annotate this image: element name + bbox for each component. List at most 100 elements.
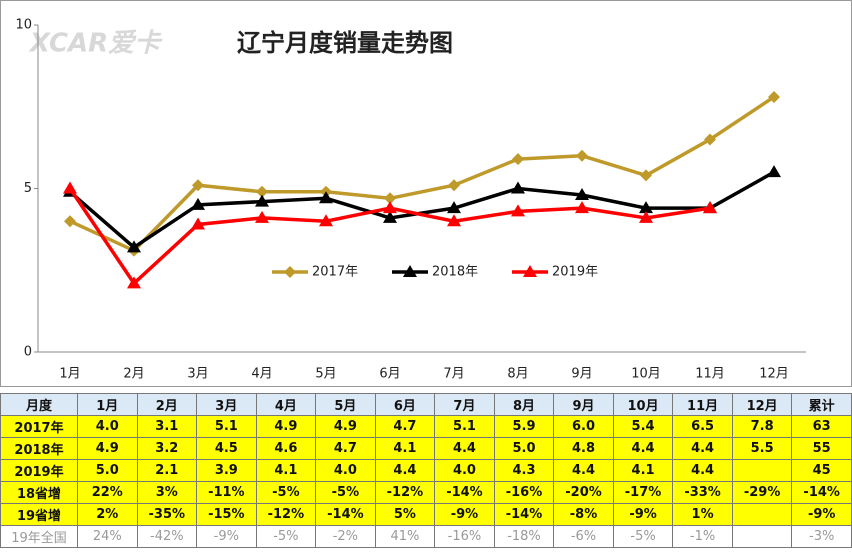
- table-cell: 4.4: [434, 437, 495, 460]
- table-cell: -16%: [434, 525, 495, 548]
- table-cell: 4.0: [315, 459, 376, 482]
- watermark: XCAR爱卡: [28, 29, 163, 59]
- table-cell: -12%: [374, 481, 436, 504]
- table-cell: 4.0: [434, 459, 495, 482]
- table-cell: -17%: [612, 481, 674, 504]
- table-cell: 3月: [196, 393, 257, 416]
- table-cell: -15%: [196, 503, 257, 526]
- table-cell: 4.4: [612, 437, 674, 460]
- table-cell: -14%: [315, 503, 376, 526]
- table-cell: 63: [791, 415, 852, 438]
- table-cell: 3.1: [136, 415, 198, 438]
- table-cell: 4.3: [493, 459, 555, 482]
- table-cell: -6%: [553, 525, 614, 548]
- point: [576, 149, 588, 162]
- table-cell: 4.9: [255, 415, 317, 438]
- table-cell: 2018年: [0, 437, 78, 460]
- point: [383, 210, 397, 223]
- table-cell: 22%: [77, 481, 138, 504]
- table-cell: -5%: [255, 525, 317, 548]
- table-row: 2018年 4.9 3.2 4.5 4.6 4.7 4.1 4.4 5.0 4.8 4.4 4.4 5.…: [0, 437, 852, 460]
- table-cell: -29%: [731, 481, 793, 504]
- point: [192, 179, 204, 192]
- table-cell: 5.1: [434, 415, 495, 438]
- table-cell: -1%: [672, 525, 733, 548]
- point: [640, 169, 652, 182]
- legend-marker: [284, 266, 296, 278]
- table-cell: 4.4: [672, 437, 733, 460]
- table-cell: 5.0: [77, 459, 138, 482]
- table-row: 19年全国 24% -42% -9% -5% -2% 41% -16% -18% -6% -5% -1…: [0, 525, 852, 548]
- table-cell: 19省增: [0, 503, 78, 526]
- table-cell: 4.8: [553, 437, 614, 460]
- table-cell: 4.7: [374, 415, 436, 438]
- table-cell: -35%: [136, 503, 198, 526]
- table-cell: 9月: [553, 393, 614, 416]
- x-tick-label: 10月: [631, 367, 661, 382]
- table-cell: -33%: [672, 481, 733, 504]
- table-cell: 5.5: [731, 437, 793, 460]
- point: [575, 188, 589, 201]
- point: [639, 201, 653, 214]
- table-cell: 4.1: [255, 459, 317, 482]
- table-cell: -14%: [791, 481, 852, 504]
- table-cell: -8%: [553, 503, 614, 526]
- point: [319, 191, 333, 204]
- point: [447, 201, 461, 214]
- table-cell: 6月: [374, 393, 436, 416]
- table-cell: 24%: [77, 525, 138, 548]
- table-cell: 5.4: [612, 415, 674, 438]
- table-cell: 5.9: [493, 415, 555, 438]
- table-cell: 41%: [374, 525, 436, 548]
- point: [448, 179, 460, 192]
- x-tick-label: 2月: [123, 367, 144, 382]
- table-cell: 2017年: [0, 415, 78, 438]
- x-tick-label: 1月: [59, 367, 80, 382]
- table-cell: 4.9: [77, 437, 138, 460]
- y-tick-label: 10: [15, 18, 32, 33]
- point: [127, 276, 141, 289]
- chart: 辽宁月度销量走势图 XCAR爱卡 0 5 10 1月 2月 3月 4月 5月 6月 7月 8月 9月 1…: [0, 0, 852, 387]
- table-cell: 4.9: [315, 415, 376, 438]
- table-cell: 12月: [731, 393, 793, 416]
- table-cell: -5%: [315, 481, 376, 504]
- point: [703, 201, 717, 214]
- table-row: 2017年 4.0 3.1 5.1 4.9 4.9 4.7 5.1 5.9 6.0 5.4 6.5 7.…: [0, 415, 852, 438]
- table-cell: 4.0: [77, 415, 138, 438]
- table-cell: 2月: [136, 393, 198, 416]
- table-cell: 4.1: [374, 437, 436, 460]
- table-cell: 1%: [672, 503, 733, 526]
- table-cell: 3%: [136, 481, 198, 504]
- point: [511, 181, 525, 194]
- point: [768, 90, 780, 103]
- point: [255, 194, 269, 207]
- x-tick-label: 9月: [571, 367, 592, 382]
- point: [191, 217, 205, 230]
- table-cell: -12%: [255, 503, 317, 526]
- table-cell: -20%: [553, 481, 614, 504]
- table-cell: 6.5: [672, 415, 733, 438]
- point: [447, 214, 461, 227]
- series-line: [69, 95, 775, 253]
- x-tick-label: 3月: [187, 367, 208, 382]
- x-tick-label: 6月: [379, 367, 400, 382]
- point: [511, 204, 525, 217]
- point: [639, 210, 653, 223]
- table-cell: 4.1: [612, 459, 674, 482]
- table-cell: -9%: [196, 525, 257, 548]
- table-cell: 累计: [791, 393, 852, 416]
- legend-marker: [403, 265, 417, 277]
- table-cell: -5%: [255, 481, 317, 504]
- point: [704, 133, 716, 146]
- point: [255, 210, 269, 223]
- table-cell: [731, 459, 793, 482]
- y-tick-label: 5: [24, 181, 32, 196]
- table-cell: 4.5: [196, 437, 257, 460]
- table-cell: -9%: [791, 503, 852, 526]
- table-row: 18省增 22% 3% -11% -5% -5% -12% -14% -16% -20% -17% -…: [0, 481, 852, 504]
- table-cell: -2%: [315, 525, 376, 548]
- table-cell: -11%: [196, 481, 257, 504]
- table-cell: 18省增: [0, 481, 78, 504]
- legend-label: 2017年: [312, 265, 358, 280]
- table-cell: -18%: [493, 525, 555, 548]
